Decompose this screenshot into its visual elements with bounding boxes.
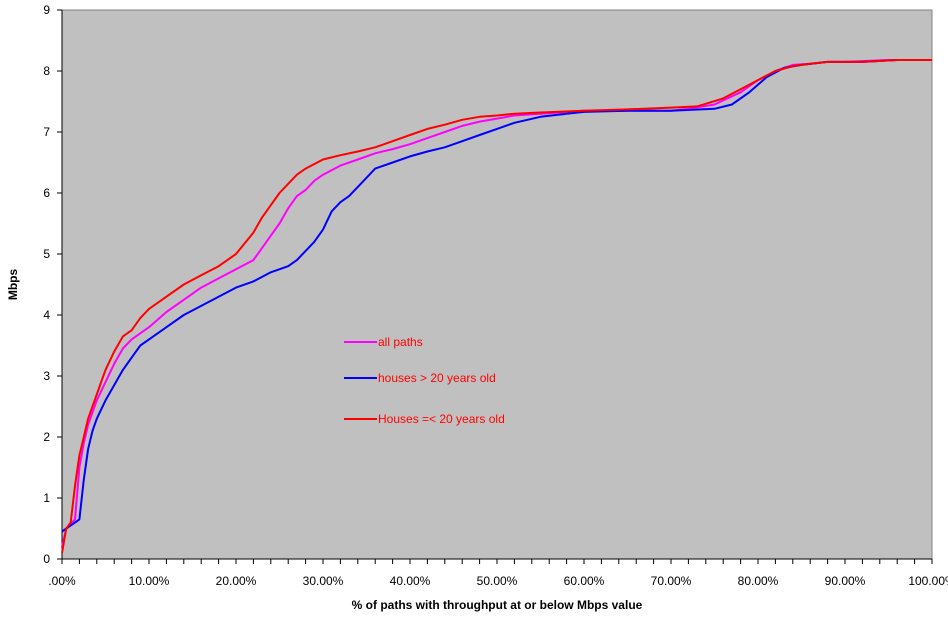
x-tick-label: 70.00% xyxy=(651,574,692,588)
y-tick-label: 2 xyxy=(43,430,50,444)
y-tick-label: 1 xyxy=(43,491,50,505)
series-line-2 xyxy=(61,59,932,533)
y-tick-label: 7 xyxy=(43,125,50,139)
x-tick-label: .00% xyxy=(48,574,76,588)
x-tick-label: 50.00% xyxy=(477,574,518,588)
y-tick-label: 8 xyxy=(43,64,50,78)
legend-label: Houses =< 20 years old xyxy=(378,412,505,426)
legend-label: all paths xyxy=(378,335,423,349)
x-tick-label: 10.00% xyxy=(129,574,170,588)
legend: all paths houses > 20 years old Houses =< … xyxy=(344,335,505,426)
y-tick-label: 5 xyxy=(43,247,50,261)
y-tick-label: 4 xyxy=(43,308,50,322)
x-axis-title: % of paths with throughput at or below M… xyxy=(352,598,643,612)
x-tick-label: 40.00% xyxy=(390,574,431,588)
x-tick-label: 60.00% xyxy=(564,574,605,588)
x-tick-label: 20.00% xyxy=(216,574,257,588)
plot-area xyxy=(61,9,933,560)
x-tick-label: 30.00% xyxy=(303,574,344,588)
legend-label: houses > 20 years old xyxy=(378,371,496,385)
x-tick-label: 100.00% xyxy=(908,574,948,588)
x-tick-label: 90.00% xyxy=(825,574,866,588)
series-line-3 xyxy=(61,59,932,554)
y-axis-title: Mbps xyxy=(6,269,20,301)
x-axis: .00% 10.00% 20.00% 30.00% 40.00% 50.00% 60.00%… xyxy=(48,558,948,588)
y-tick-label: 9 xyxy=(43,3,50,17)
y-axis: 0 1 2 3 4 5 6 7 8 9 xyxy=(43,3,63,566)
y-tick-label: 6 xyxy=(43,186,50,200)
y-tick-label: 0 xyxy=(43,552,50,566)
y-tick-label: 3 xyxy=(43,369,50,383)
series-line-1 xyxy=(61,59,932,548)
series-lines xyxy=(61,59,932,554)
x-tick-label: 80.00% xyxy=(738,574,779,588)
